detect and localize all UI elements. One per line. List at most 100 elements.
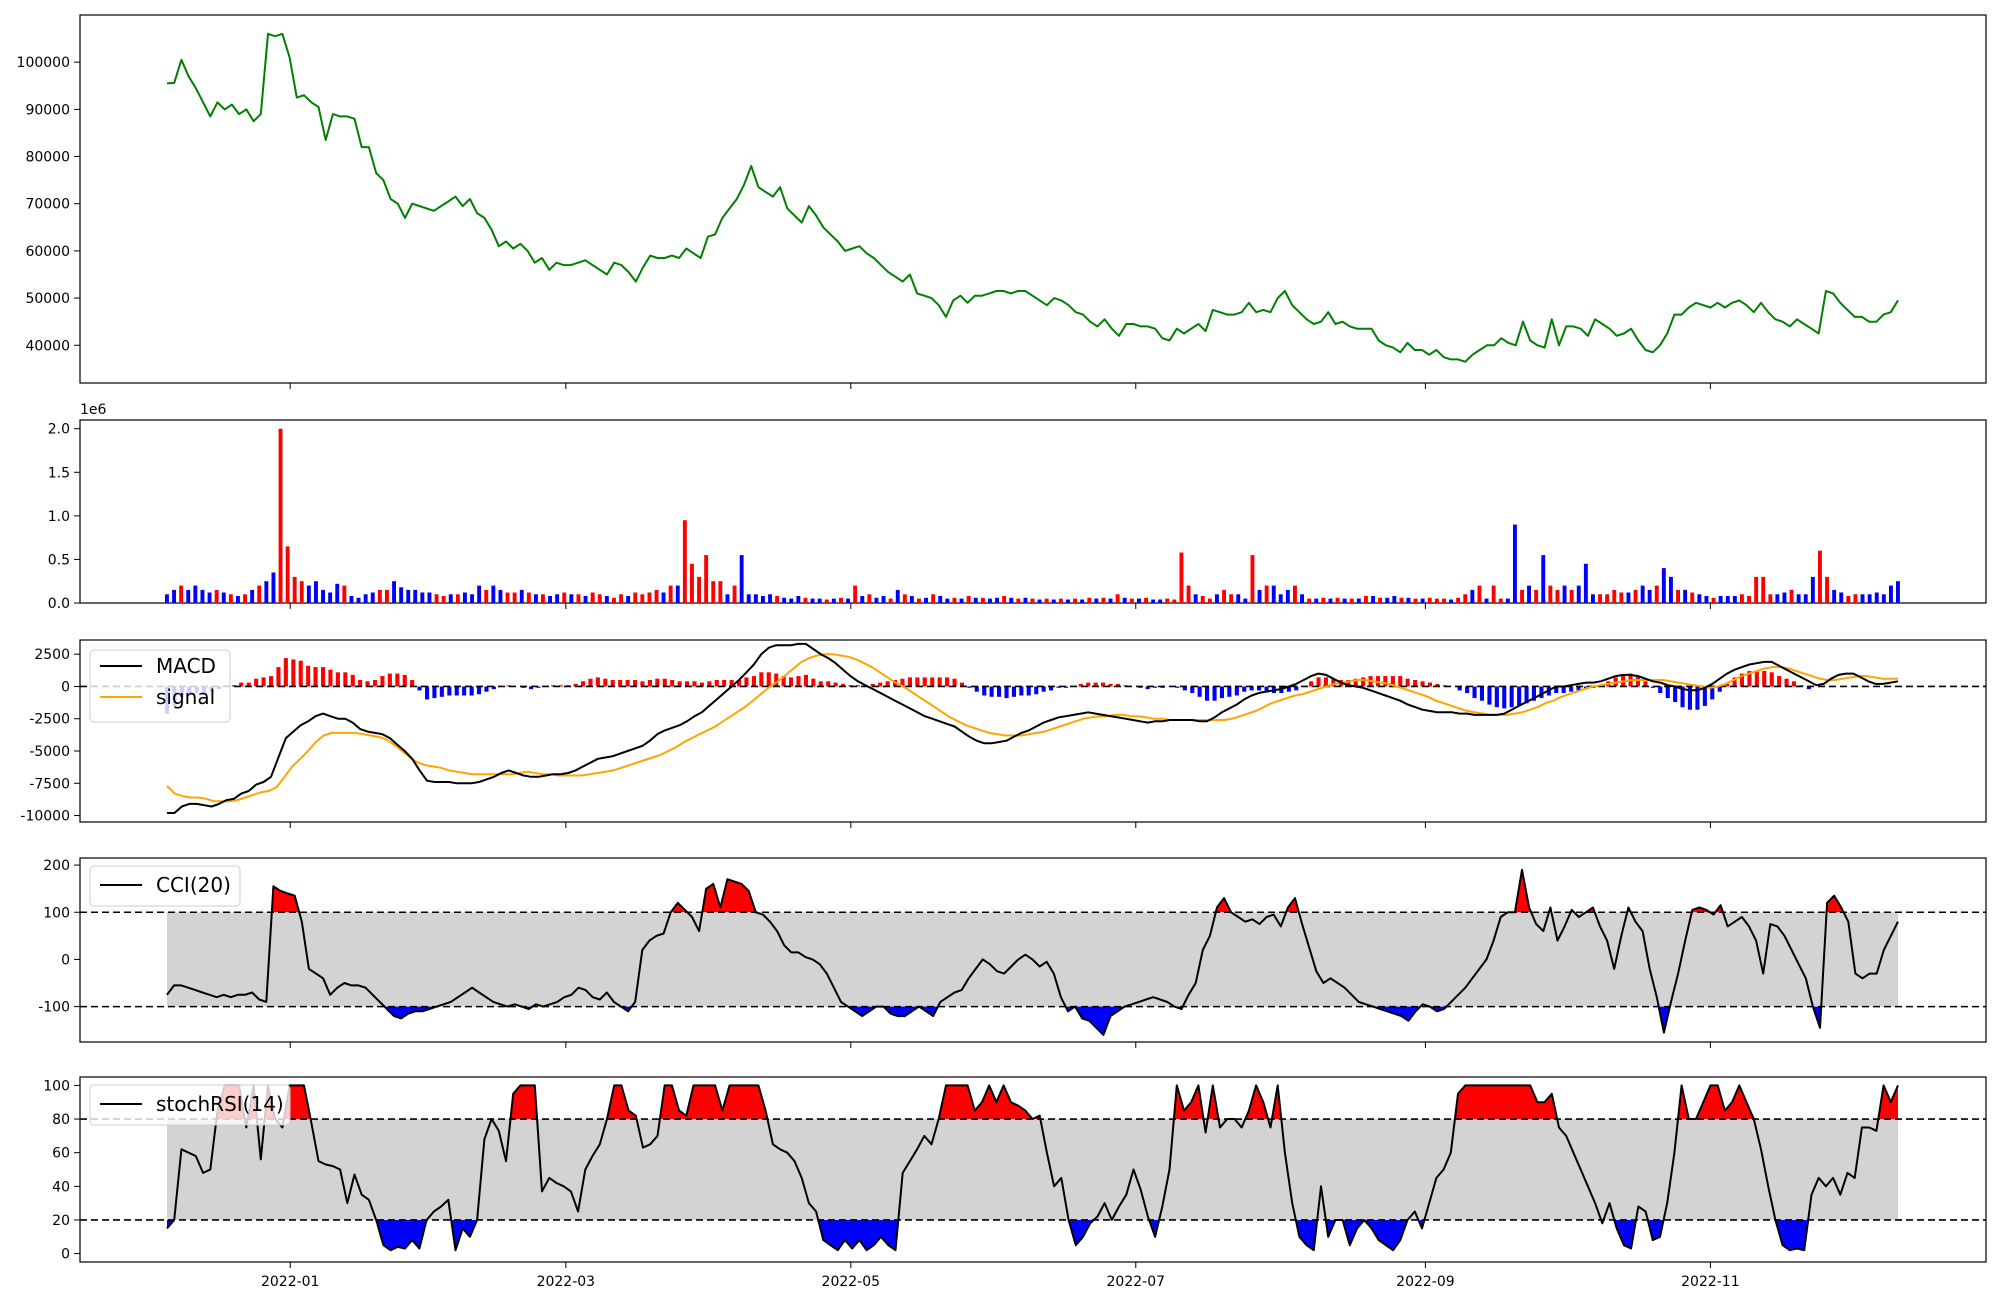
macd-histogram-bar <box>1517 686 1522 706</box>
volume-bar <box>1002 596 1007 603</box>
macd-histogram-bar <box>283 658 288 687</box>
stochrsi-legend-label: stochRSI(14) <box>156 1092 284 1116</box>
volume-bar <box>597 594 602 603</box>
macd-histogram-bar <box>1576 686 1581 691</box>
volume-bar <box>1548 585 1553 603</box>
x-tick-label: 2022-11 <box>1681 1274 1740 1290</box>
volume-bar <box>725 594 730 603</box>
volume-bar <box>697 576 701 603</box>
volume-bar <box>1470 589 1475 603</box>
macd-y-tick-label: -7500 <box>29 776 70 792</box>
macd-y-tick-label: -10000 <box>20 809 70 825</box>
volume-bar <box>1832 589 1837 603</box>
volume-bar <box>640 594 645 603</box>
x-tick-label: 2022-03 <box>537 1274 596 1290</box>
volume-bar <box>796 596 801 603</box>
volume-bar <box>1562 585 1567 603</box>
macd-histogram-bar <box>1479 686 1484 701</box>
macd-y-tick-label: -2500 <box>29 712 70 728</box>
volume-bar <box>576 594 581 603</box>
volume-bar <box>1718 596 1723 603</box>
volume-bar <box>285 546 290 603</box>
volume-bar <box>1172 599 1177 603</box>
macd-histogram-bar <box>618 680 623 687</box>
volume-bar <box>1264 585 1269 603</box>
volume-bar <box>867 594 872 603</box>
volume-bar <box>555 594 560 603</box>
volume-bar <box>193 585 198 603</box>
macd-histogram-bar <box>1487 686 1492 705</box>
volume-bar <box>675 585 680 603</box>
macd-histogram-bar <box>1019 686 1024 696</box>
volume-bar <box>860 596 865 603</box>
macd-histogram-bar <box>796 676 801 687</box>
macd-histogram-bar <box>246 682 251 687</box>
macd-histogram-bar <box>439 686 444 697</box>
volume-bar <box>1037 599 1042 603</box>
macd-histogram-bar <box>818 681 823 687</box>
volume-bar <box>434 594 439 603</box>
volume-bar <box>1747 596 1751 603</box>
volume-bar <box>753 594 758 603</box>
macd-histogram-bar <box>1687 686 1692 710</box>
macd-histogram-bar <box>395 673 400 687</box>
macd-histogram-bar <box>1427 682 1432 687</box>
volume-bar <box>1243 598 1248 603</box>
macd-histogram-bar <box>365 681 370 687</box>
volume-bar <box>1683 589 1688 603</box>
volume-bar <box>888 598 893 603</box>
volume-bar <box>782 597 787 603</box>
volume-bar <box>548 596 552 603</box>
volume-bar <box>661 592 666 603</box>
price-line <box>166 32 1899 363</box>
macd-histogram-bar <box>335 672 340 687</box>
volume-bar <box>1229 594 1234 603</box>
volume-bar <box>491 585 496 603</box>
volume-bar <box>746 594 751 603</box>
volume-bar <box>1889 585 1893 603</box>
volume-bar <box>909 596 914 603</box>
stochrsi-line <box>166 1084 1899 1252</box>
volume-bar <box>711 581 716 603</box>
volume-bar <box>1619 592 1624 603</box>
signal-legend-label: signal <box>156 685 215 709</box>
macd-histogram-bar <box>685 681 690 687</box>
macd-histogram-bar <box>1784 678 1789 687</box>
volume-bar <box>1881 594 1886 603</box>
volume-bar <box>406 589 411 603</box>
macd-histogram-bar <box>974 686 979 692</box>
volume-bar <box>1569 589 1574 603</box>
macd-histogram-bar <box>1502 686 1507 709</box>
volume-bar <box>1328 598 1333 603</box>
volume-bar <box>945 598 950 603</box>
volume-bar <box>328 592 333 603</box>
macd-y-tick-label: 0 <box>61 679 70 695</box>
volume-bar <box>853 585 858 603</box>
volume-bar <box>1087 597 1092 603</box>
macd-histogram-bar <box>558 685 563 687</box>
macd-histogram-bar <box>692 681 697 687</box>
macd-histogram-bar <box>1658 686 1663 693</box>
volume-bar <box>264 581 269 603</box>
volume-bar <box>1740 594 1744 603</box>
volume-bar <box>236 596 240 603</box>
volume-bar <box>619 594 623 603</box>
volume-bar <box>413 589 418 603</box>
macd-histogram-bar <box>358 680 363 687</box>
volume-bar <box>392 581 396 603</box>
volume-bar <box>1293 585 1297 603</box>
macd-legend: MACD signal <box>89 649 231 723</box>
volume-bar <box>420 592 425 603</box>
volume-panel-frame <box>79 419 1987 604</box>
macd-histogram-bar <box>1153 686 1158 688</box>
volume-bar <box>1796 594 1801 603</box>
volume-bar <box>1442 598 1446 603</box>
macd-histogram-bar <box>737 680 742 687</box>
macd-histogram-bar <box>581 681 586 687</box>
volume-bar <box>498 589 503 603</box>
macd-histogram-bar <box>1086 682 1091 687</box>
macd-histogram-bar <box>1078 683 1083 687</box>
macd-histogram-bar <box>662 678 667 687</box>
volume-bar <box>761 596 765 603</box>
macd-histogram-bar <box>633 680 638 687</box>
